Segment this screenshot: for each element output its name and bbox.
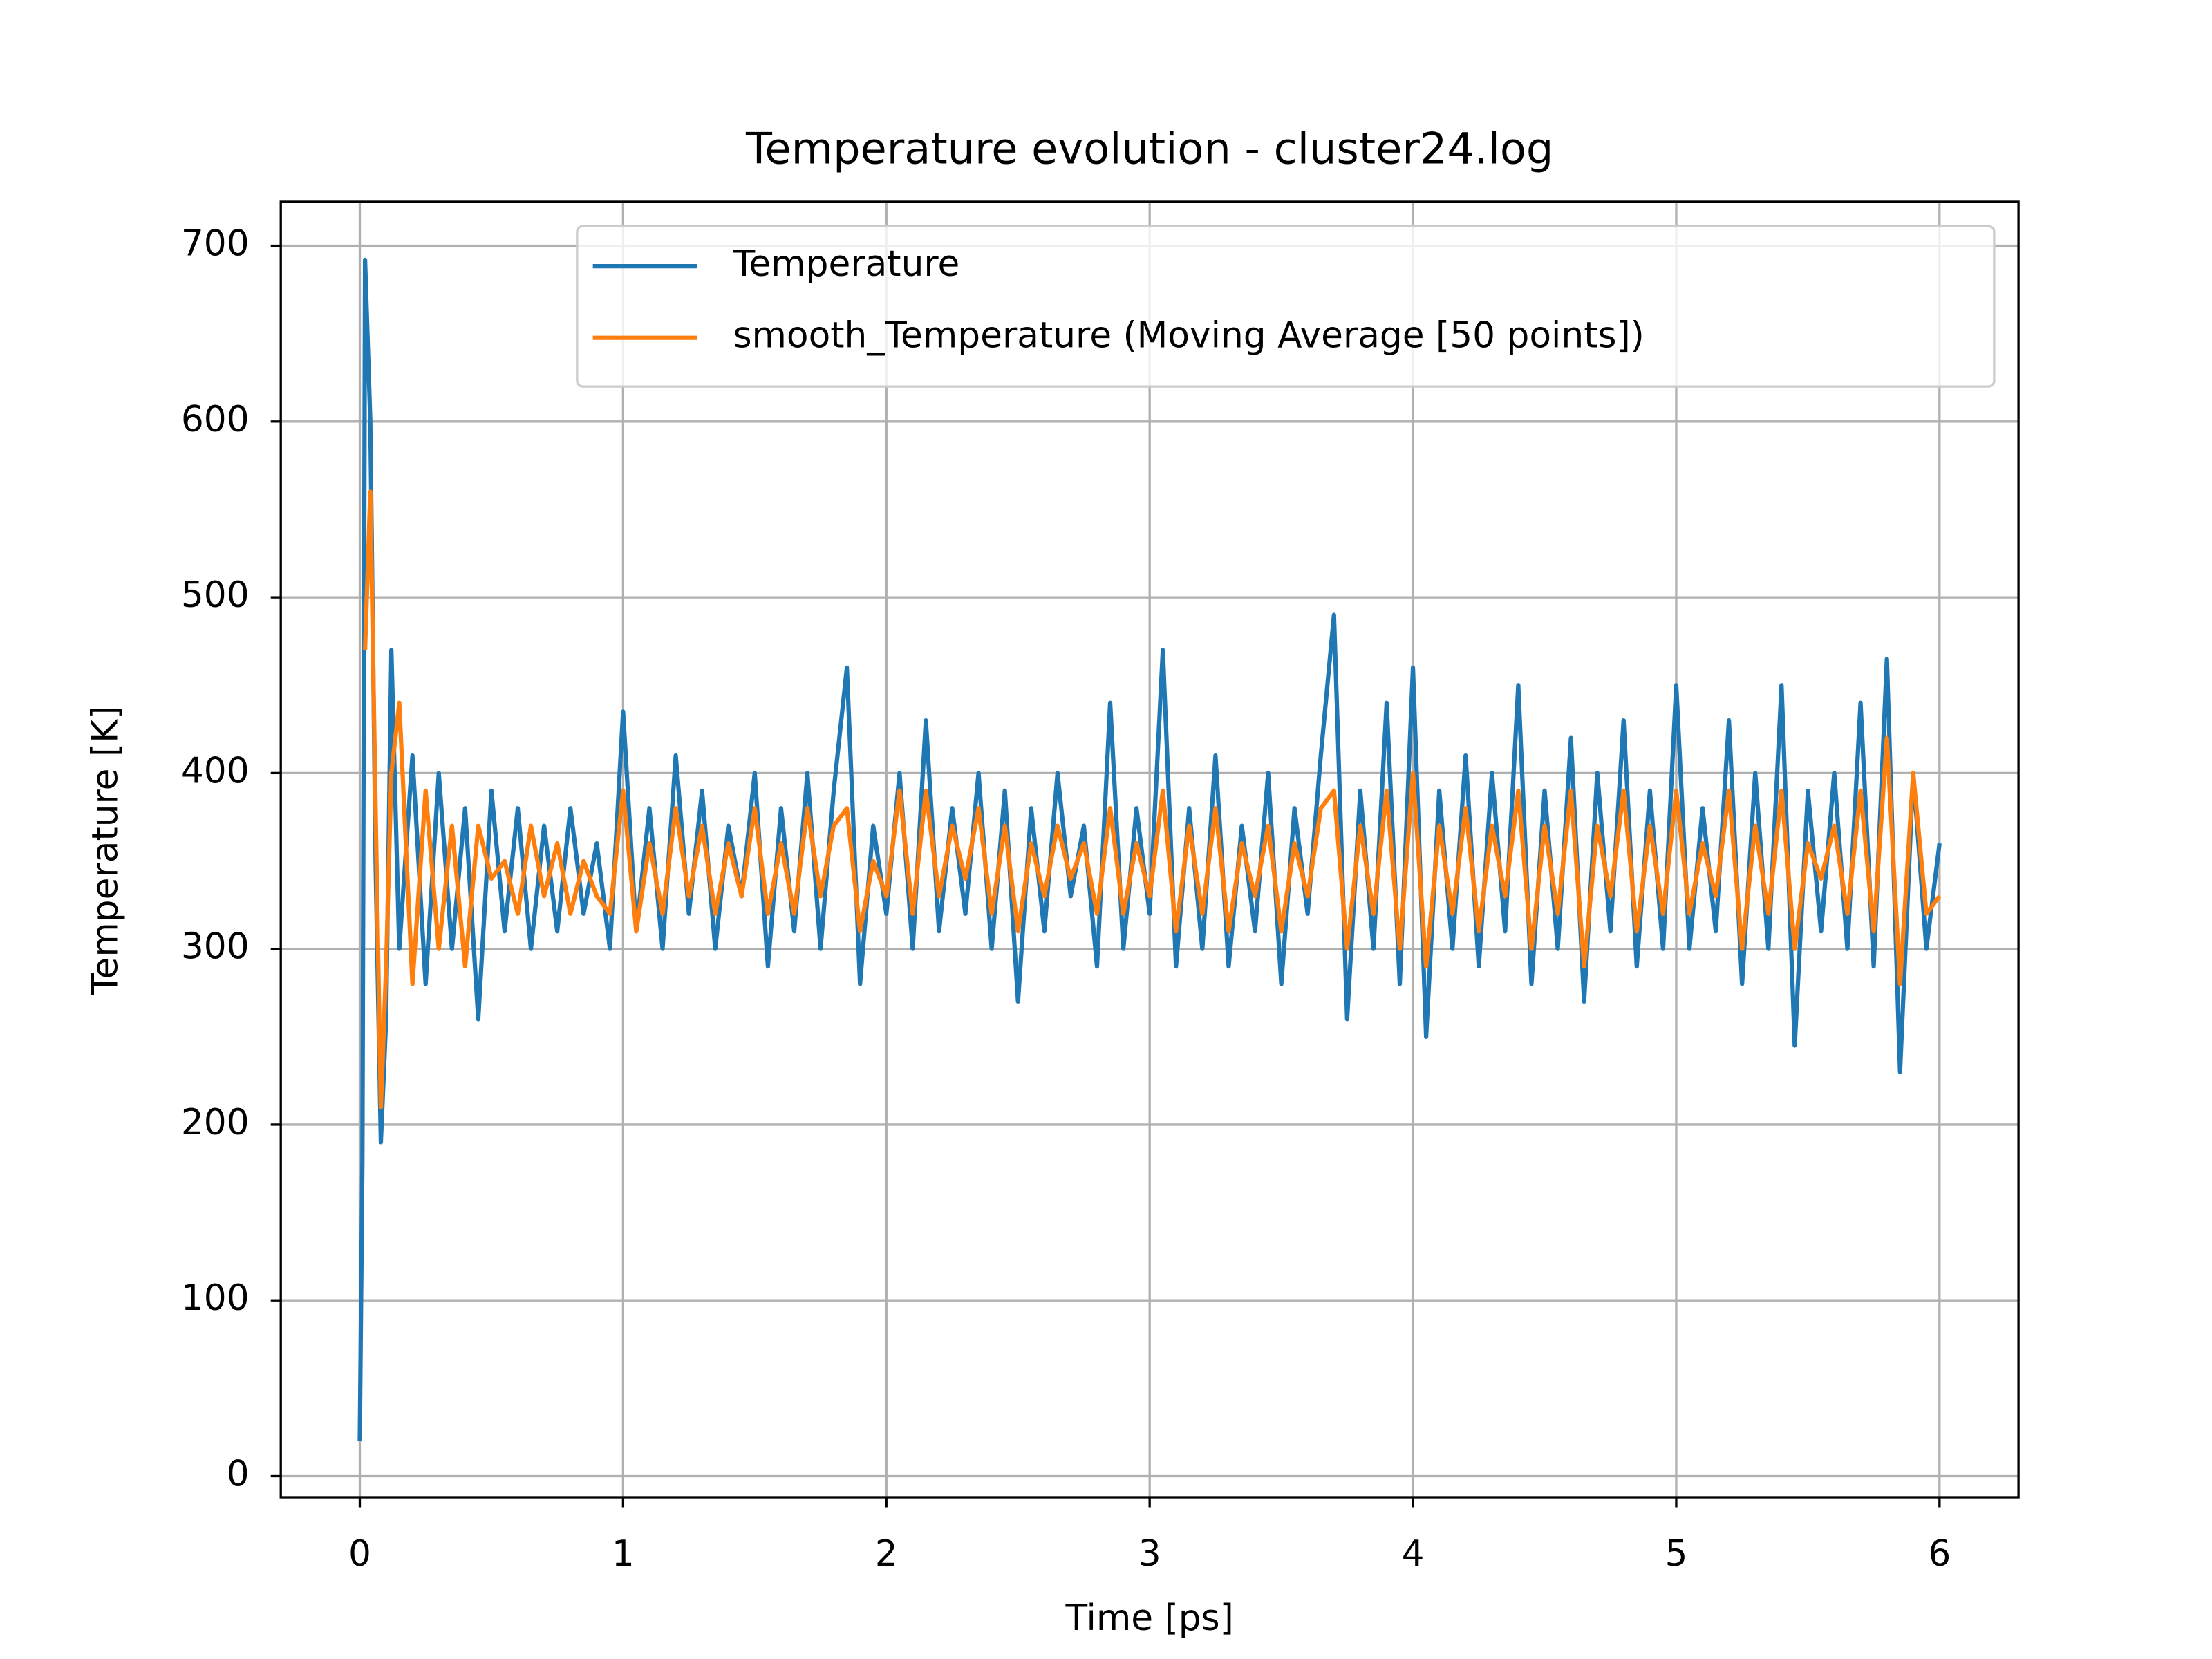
x-tick-label: 3 xyxy=(1138,1533,1161,1575)
data-line xyxy=(362,489,1942,1109)
y-tick-label: 700 xyxy=(181,223,250,265)
x-axis-label: Time [ps] xyxy=(1065,1597,1234,1639)
x-tick-label: 4 xyxy=(1402,1533,1425,1575)
y-tick-label: 300 xyxy=(181,926,250,968)
y-tick-label: 200 xyxy=(181,1102,250,1143)
y-tick-label: 400 xyxy=(181,750,250,791)
legend-label: smooth_Temperature (Moving Average [50 p… xyxy=(733,315,1644,357)
y-axis-label: Temperature [K] xyxy=(85,706,126,996)
x-tick-label: 5 xyxy=(1665,1533,1687,1575)
x-tick-label: 2 xyxy=(875,1533,898,1575)
y-tick-label: 100 xyxy=(181,1277,250,1319)
y-tick-label: 600 xyxy=(181,399,250,440)
x-tick-label: 0 xyxy=(348,1533,371,1575)
x-tick-label: 1 xyxy=(612,1533,635,1575)
chart-title: Temperature evolution - cluster24.log xyxy=(745,124,1553,174)
legend-box xyxy=(576,225,1996,388)
x-tick-label: 6 xyxy=(1928,1533,1951,1575)
y-tick-label: 500 xyxy=(181,574,250,616)
plot-frame xyxy=(279,200,2020,1499)
y-tick-label: 0 xyxy=(227,1453,250,1494)
legend-label: Temperature xyxy=(733,243,960,285)
